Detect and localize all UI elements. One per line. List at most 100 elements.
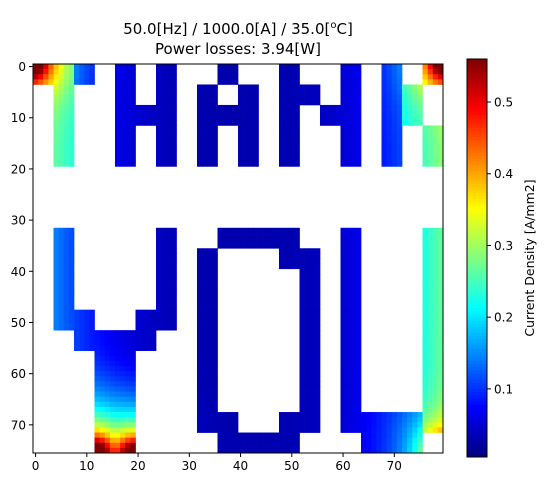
heatmap-cell <box>345 110 352 116</box>
heatmap-cell <box>427 156 434 162</box>
heatmap-cell <box>84 309 90 316</box>
colorbar-segment <box>467 223 487 228</box>
heatmap-cell <box>74 340 80 346</box>
heatmap-cell <box>355 330 362 336</box>
heatmap-cell <box>422 238 428 244</box>
heatmap-cell <box>432 69 439 75</box>
heatmap-cell <box>340 273 346 280</box>
heatmap-cell <box>89 79 95 85</box>
heatmap-cell <box>437 227 444 234</box>
heatmap-cell <box>202 156 208 162</box>
heatmap-cell <box>294 437 300 444</box>
heatmap-cell <box>238 432 244 438</box>
heatmap-cell <box>109 412 116 418</box>
heatmap-cell <box>407 437 413 444</box>
heatmap-cell <box>294 120 300 126</box>
heatmap-cell <box>115 447 121 454</box>
heatmap-cell <box>232 447 239 454</box>
heatmap-cell <box>171 120 177 126</box>
colorbar-segment <box>467 276 487 281</box>
heatmap-cell <box>156 258 162 264</box>
heatmap-cell <box>63 156 70 162</box>
heatmap-cell <box>161 99 167 106</box>
heatmap-cell <box>335 110 341 116</box>
heatmap-cell <box>202 145 208 152</box>
heatmap-cell <box>161 304 167 311</box>
heatmap-cell <box>437 161 444 167</box>
heatmap-cell <box>125 79 131 85</box>
heatmap-cell <box>396 89 403 96</box>
heatmap-cell <box>202 325 208 331</box>
heatmap-cell <box>166 120 172 126</box>
heatmap-cell <box>340 243 346 249</box>
heatmap-cell <box>432 314 439 321</box>
heatmap-cell <box>258 432 264 438</box>
heatmap-cell <box>407 99 413 106</box>
heatmap-cell <box>299 360 305 367</box>
y-tick-label: 40 <box>11 265 26 279</box>
heatmap-cell <box>345 232 352 239</box>
heatmap-cell <box>79 64 85 70</box>
heatmap-cell <box>161 273 167 280</box>
heatmap-cell <box>197 110 203 116</box>
heatmap-cell <box>94 345 100 351</box>
heatmap-cell <box>427 135 434 142</box>
heatmap-cell <box>212 289 218 295</box>
heatmap-cell <box>355 278 362 285</box>
heatmap-cell <box>350 232 357 239</box>
heatmap-cell <box>340 248 346 254</box>
heatmap-cell <box>68 140 75 147</box>
heatmap-cell <box>38 79 44 85</box>
heatmap-cell <box>207 125 213 131</box>
heatmap-cell <box>284 69 290 75</box>
heatmap-cell <box>171 278 177 285</box>
heatmap-cell <box>120 161 126 167</box>
heatmap-cell <box>227 69 234 75</box>
heatmap-cell <box>340 74 346 80</box>
heatmap-cell <box>376 442 382 449</box>
heatmap-cell <box>130 145 136 152</box>
heatmap-cell <box>422 243 428 249</box>
heatmap-cell <box>99 417 106 423</box>
heatmap-cell <box>279 156 285 162</box>
heatmap-cell <box>53 99 59 106</box>
heatmap-cell <box>150 325 157 331</box>
heatmap-cell <box>350 319 357 326</box>
heatmap-cell <box>325 110 331 116</box>
heatmap-cell <box>350 135 357 142</box>
heatmap-cell <box>258 232 264 239</box>
heatmap-cell <box>109 391 116 398</box>
heatmap-cell <box>381 110 387 116</box>
heatmap-cell <box>437 135 444 142</box>
heatmap-cell <box>109 437 116 444</box>
heatmap-cell <box>212 365 218 372</box>
heatmap-cell <box>386 79 393 85</box>
heatmap-cell <box>417 447 423 454</box>
heatmap-cell <box>115 360 121 367</box>
heatmap-cell <box>145 335 152 341</box>
heatmap-cell <box>309 273 316 280</box>
heatmap-cell <box>115 99 121 106</box>
heatmap-cell <box>197 258 203 264</box>
heatmap-cell <box>166 161 172 167</box>
heatmap-cell <box>345 299 352 305</box>
heatmap-cell <box>202 319 208 326</box>
heatmap-cell <box>202 309 208 316</box>
heatmap-cell <box>427 294 434 300</box>
heatmap-cell <box>253 135 259 142</box>
heatmap-cell <box>355 294 362 300</box>
heatmap-cell <box>294 156 300 162</box>
heatmap-cell <box>232 120 239 126</box>
colorbar-segment <box>467 102 487 107</box>
heatmap-cell <box>79 69 85 75</box>
heatmap-cell <box>437 64 444 70</box>
heatmap-cell <box>222 69 229 75</box>
heatmap-cell <box>202 340 208 346</box>
heatmap-cell <box>371 427 377 433</box>
heatmap-cell <box>437 396 444 403</box>
heatmap-cell <box>427 345 434 351</box>
heatmap-cell <box>207 263 213 270</box>
heatmap-cell <box>161 248 167 254</box>
heatmap-cell <box>125 422 131 428</box>
heatmap-cell <box>427 365 434 372</box>
